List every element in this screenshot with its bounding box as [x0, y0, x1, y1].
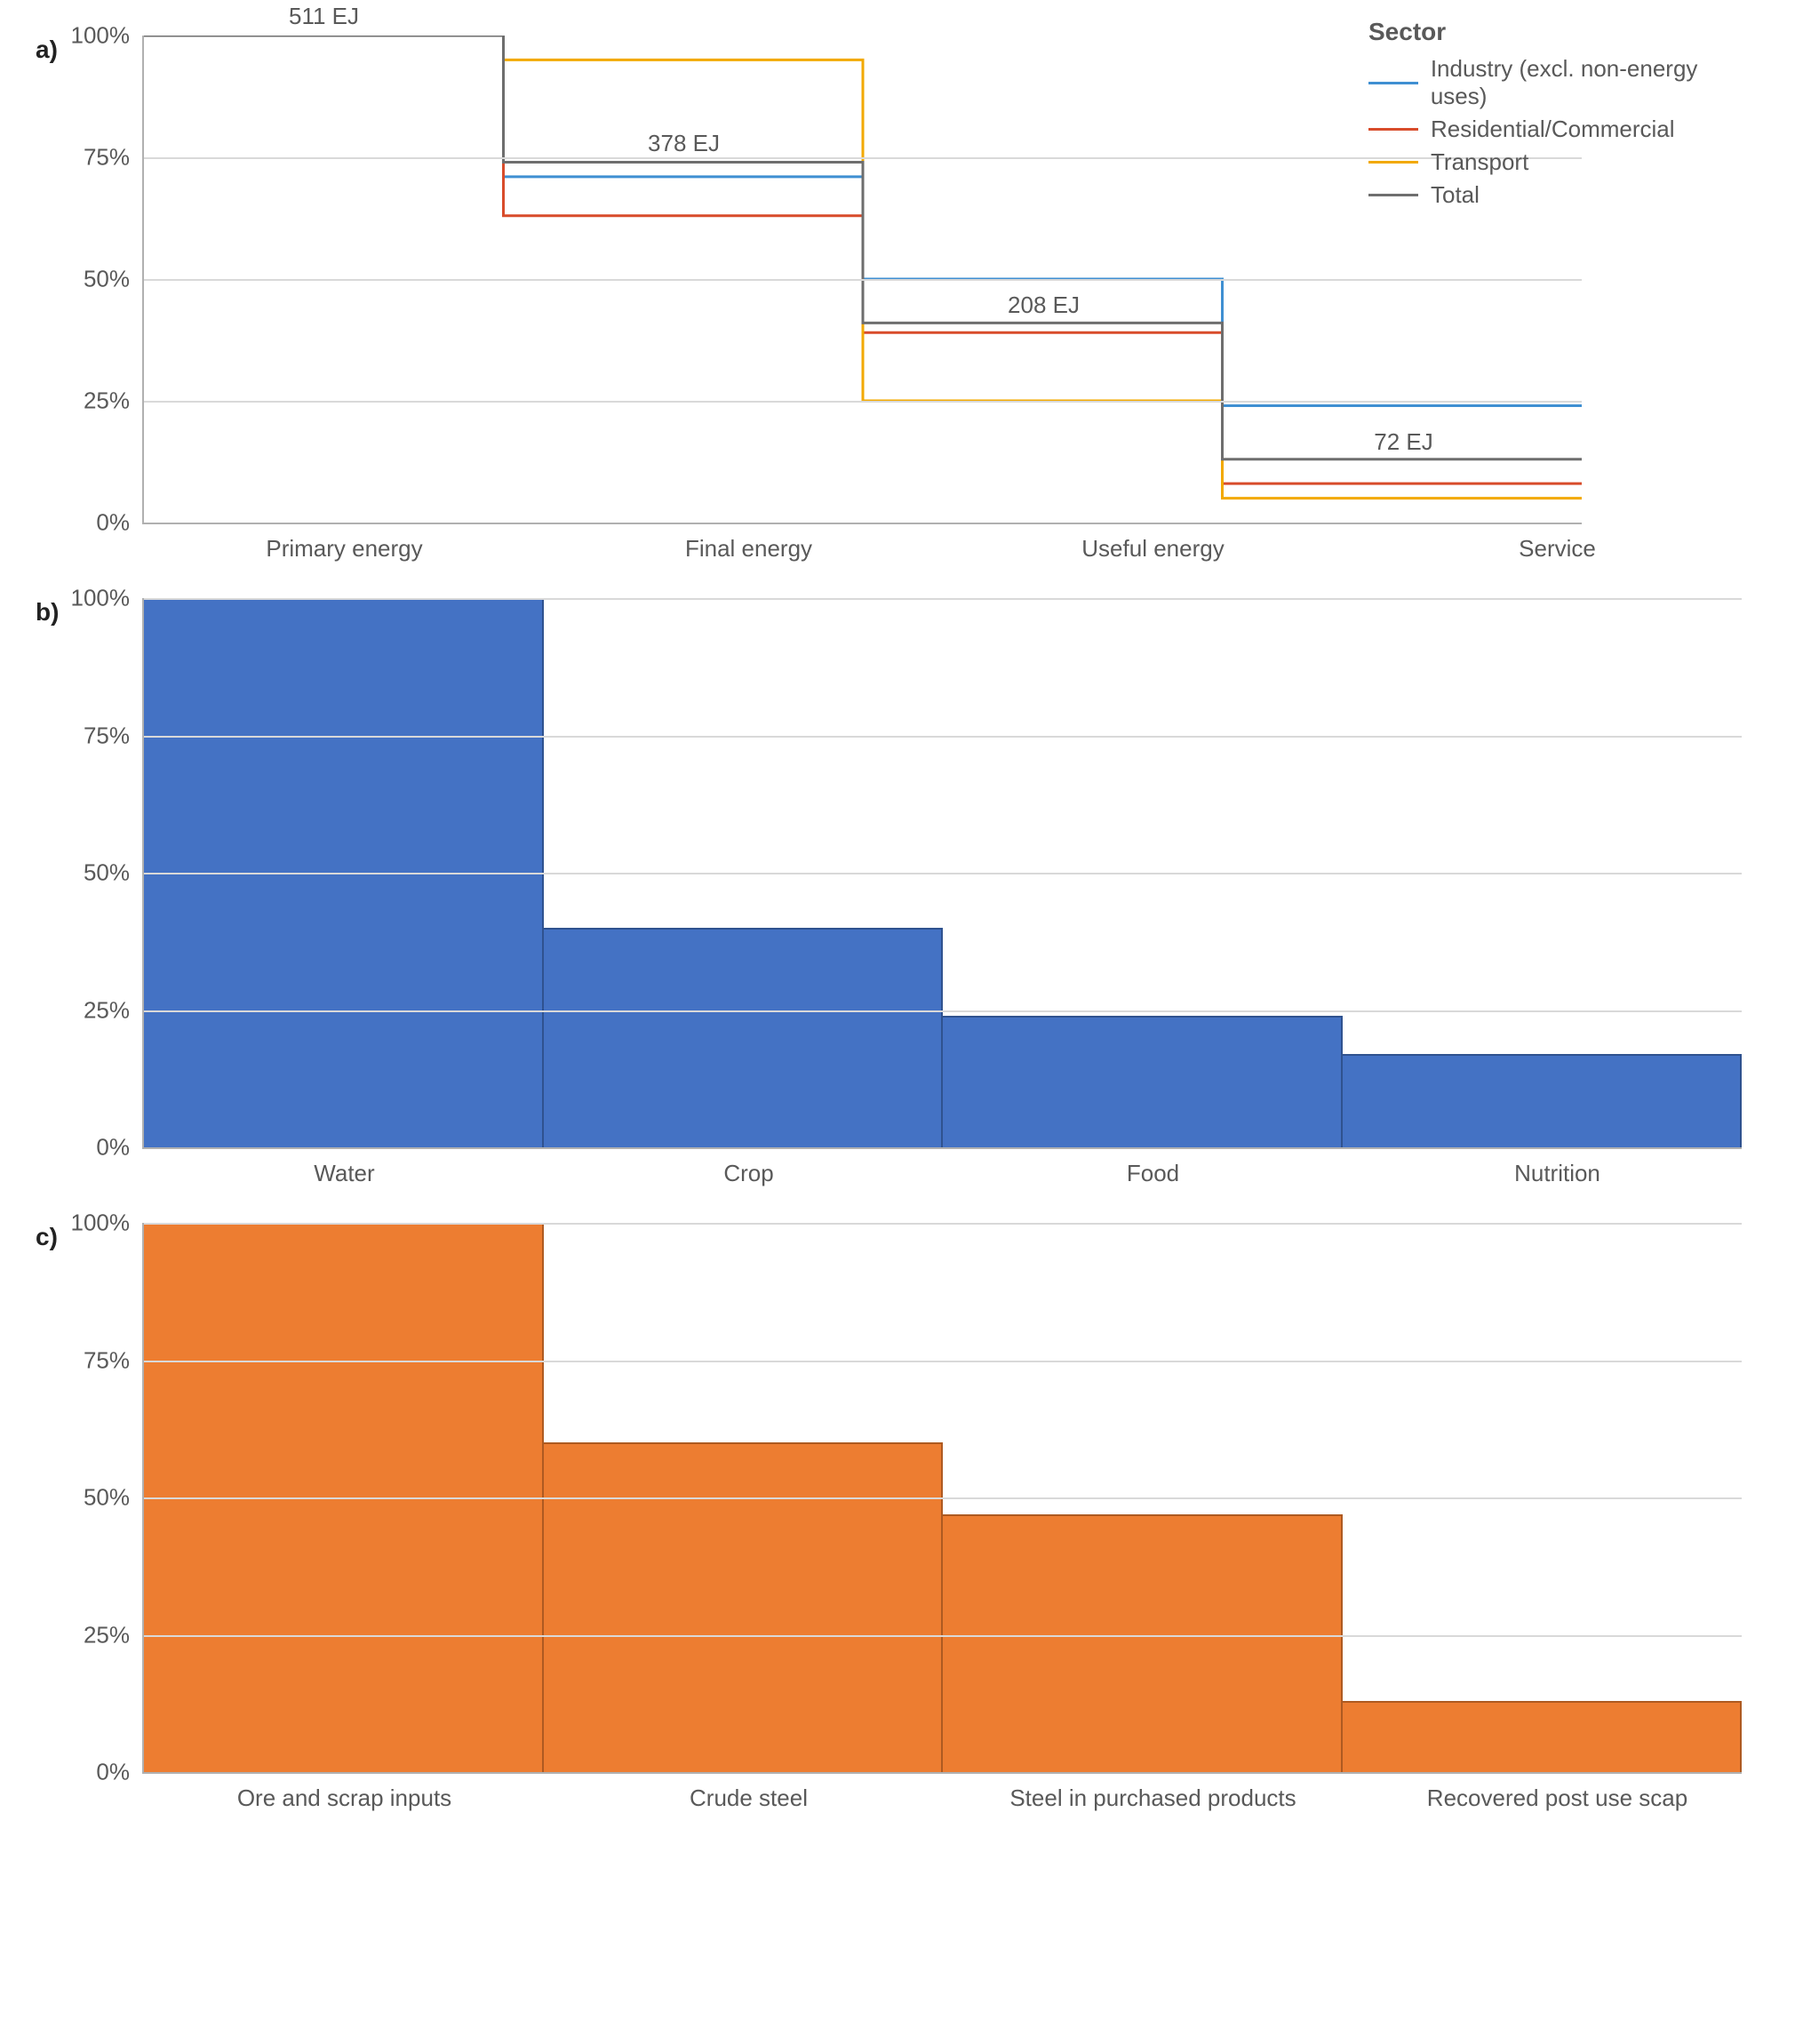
gridline [144, 736, 1742, 738]
x-tick-label: Steel in purchased products [951, 1785, 1355, 1812]
panel-a-xlabels: Primary energyFinal energyUseful energyS… [142, 524, 1759, 563]
legend-item: Total [1368, 181, 1759, 209]
legend-swatch [1368, 161, 1418, 164]
y-tick-label: 100% [71, 585, 145, 612]
legend-label: Residential/Commercial [1431, 116, 1675, 143]
bar-fill [544, 928, 944, 1147]
bar-fill [1343, 1701, 1743, 1772]
figure: a) 0%25%50%75%100%511 EJ378 EJ208 EJ72 E… [36, 36, 1759, 1812]
bar-fill [943, 1016, 1343, 1147]
panel-b-label: b) [36, 598, 59, 627]
y-tick-label: 75% [84, 144, 144, 172]
x-tick-label: Recovered post use scap [1355, 1785, 1759, 1812]
y-tick-label: 50% [84, 1484, 144, 1512]
legend-item: Transport [1368, 148, 1759, 176]
panel-b-plot-wrap: 0%25%50%75%100% WaterCropFoodNutrition [142, 598, 1759, 1187]
y-tick-label: 25% [84, 387, 144, 415]
bar-fill [544, 1442, 944, 1772]
x-tick-label: Primary energy [142, 535, 546, 563]
y-tick-label: 50% [84, 859, 144, 887]
y-tick-label: 0% [96, 1759, 144, 1786]
panel-a-legend: Sector Industry (excl. non-energy uses) R… [1368, 18, 1759, 214]
x-tick-label: Service [1355, 535, 1759, 563]
series-line [144, 36, 1582, 405]
y-tick-label: 25% [84, 996, 144, 1024]
panel-b-plot: 0%25%50%75%100% [142, 598, 1742, 1149]
panel-a-label: a) [36, 36, 58, 64]
gridline [144, 1497, 1742, 1499]
legend-label: Industry (excl. non-energy uses) [1431, 55, 1759, 110]
y-tick-label: 75% [84, 722, 144, 749]
panel-b: b) 0%25%50%75%100% WaterCropFoodNutritio… [36, 598, 1759, 1187]
chart-annotation: 378 EJ [648, 130, 720, 163]
gridline [144, 279, 1582, 281]
legend-title: Sector [1368, 18, 1759, 46]
panel-c-plot: 0%25%50%75%100% [142, 1223, 1742, 1774]
bar-fill [943, 1514, 1343, 1772]
gridline [144, 1223, 1742, 1225]
y-tick-label: 25% [84, 1621, 144, 1649]
panel-c: c) 0%25%50%75%100% Ore and scrap inputsC… [36, 1223, 1759, 1812]
bar-fill [1343, 1054, 1743, 1147]
gridline [144, 401, 1582, 403]
legend-swatch [1368, 82, 1418, 84]
y-tick-label: 0% [96, 509, 144, 537]
x-tick-label: Ore and scrap inputs [142, 1785, 546, 1812]
panel-c-plot-wrap: 0%25%50%75%100% Ore and scrap inputsCrud… [142, 1223, 1759, 1812]
gridline [144, 873, 1742, 874]
gridline [144, 157, 1582, 159]
x-tick-label: Food [951, 1160, 1355, 1187]
legend-item: Industry (excl. non-energy uses) [1368, 55, 1759, 110]
chart-annotation: 72 EJ [1374, 428, 1433, 461]
panel-a-plot: 0%25%50%75%100%511 EJ378 EJ208 EJ72 EJ [142, 36, 1582, 524]
x-tick-label: Water [142, 1160, 546, 1187]
series-line [144, 36, 1582, 499]
legend-item: Residential/Commercial [1368, 116, 1759, 143]
chart-annotation: 511 EJ [289, 3, 359, 36]
series-line [144, 36, 1582, 483]
x-tick-label: Final energy [546, 535, 951, 563]
panel-a: a) 0%25%50%75%100%511 EJ378 EJ208 EJ72 E… [36, 36, 1759, 563]
gridline [144, 598, 1742, 600]
x-tick-label: Crop [546, 1160, 951, 1187]
y-tick-label: 0% [96, 1134, 144, 1162]
y-tick-label: 100% [71, 22, 145, 50]
y-tick-label: 50% [84, 266, 144, 293]
panel-c-xlabels: Ore and scrap inputsCrude steelSteel in … [142, 1774, 1759, 1812]
x-tick-label: Nutrition [1355, 1160, 1759, 1187]
panel-b-xlabels: WaterCropFoodNutrition [142, 1149, 1759, 1187]
gridline [144, 1010, 1742, 1012]
x-tick-label: Crude steel [546, 1785, 951, 1812]
gridline [144, 1361, 1742, 1362]
gridline [144, 1635, 1742, 1637]
legend-label: Transport [1431, 148, 1528, 176]
legend-label: Total [1431, 181, 1480, 209]
y-tick-label: 75% [84, 1346, 144, 1374]
panel-a-plot-wrap: 0%25%50%75%100%511 EJ378 EJ208 EJ72 EJ P… [142, 36, 1759, 563]
chart-annotation: 208 EJ [1008, 291, 1080, 324]
x-tick-label: Useful energy [951, 535, 1355, 563]
panel-c-label: c) [36, 1223, 58, 1251]
y-tick-label: 100% [71, 1210, 145, 1237]
series-line [144, 36, 1582, 459]
legend-swatch [1368, 194, 1418, 196]
legend-swatch [1368, 128, 1418, 131]
